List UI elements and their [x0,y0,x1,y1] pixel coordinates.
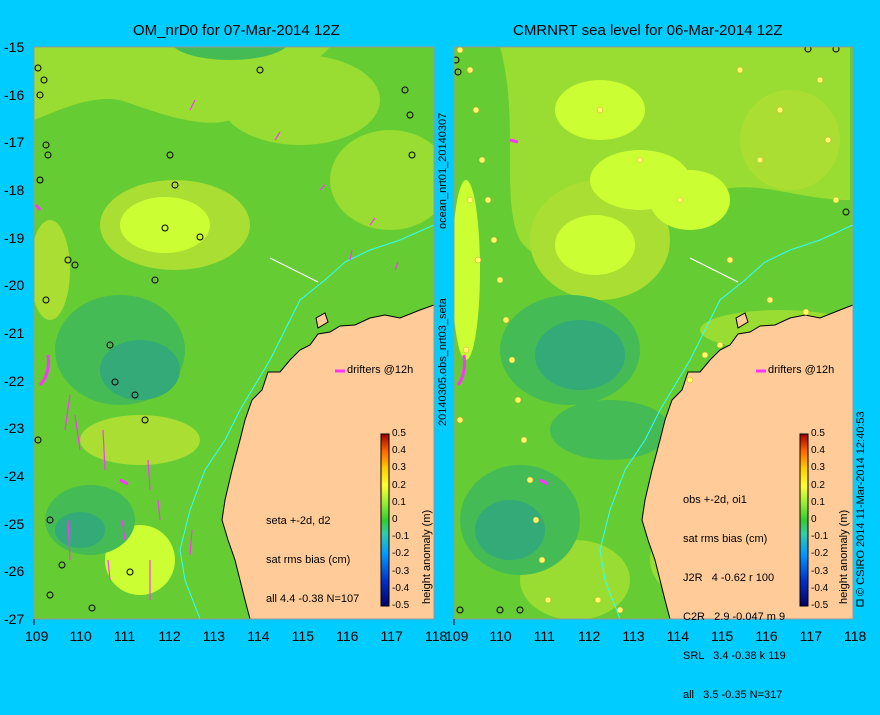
left-legend-line: seta +-2d, d2 [266,515,331,527]
colorbar-tick-label: -0.2 [392,548,410,560]
lat-tick-label: -21 [4,325,25,341]
credit-box-icon [856,599,864,607]
right-drifter-track [456,354,466,386]
right-barrow-island [735,312,749,329]
lon-tick-label: 114 [247,628,270,644]
right-legend-line: C2R 2.9 -0.047 m 9 [683,611,786,623]
lon-tick-label: 110 [489,628,512,644]
credit-text: © CSIRO 2014 11-Mar-2014 12:40:53 [855,411,867,596]
right-low-anomaly [535,320,625,390]
lon-tick-label: 112 [578,628,601,644]
colorbar-tick-label: 0.5 [811,428,825,439]
lon-tick-label: 111 [113,628,136,644]
colorbar-tick-label: -0.5 [811,600,829,611]
lat-tick-label: -16 [4,86,25,103]
left-stats-legend: seta +-2d, d2 sat rms bias (cm) all 4.4 … [266,489,359,619]
lat-tick-label: -22 [4,372,25,389]
lon-tick-label: 110 [69,628,92,644]
left-barrow-island [315,312,329,329]
colorbar-tick-label: -0.4 [811,582,829,594]
lat-tick-label: -15 [4,39,25,55]
colorbar-tick-label: 0.2 [392,479,406,491]
left-legend-line: all 4.4 -0.38 N=107 [266,593,360,605]
colorbar-tick-label: 0.3 [392,462,406,474]
colorbar-tick-label: -0.4 [392,582,410,594]
colorbar-tick-label: -0.3 [811,565,829,577]
lon-tick-label: 116 [336,628,359,644]
colorbar-tick-label: 0.1 [811,496,825,508]
lat-tick-label: -25 [4,515,25,532]
right-map [454,47,853,619]
colorbar-tick-label: 0.4 [811,445,825,457]
left-low-anomaly [100,340,180,400]
colorbar-tick-label: -0.1 [392,531,410,543]
right-stats-legend: obs +-2d, oi1 sat rms bias (cm) J2R 4 -0… [683,468,786,715]
left-legend-line: sat rms bias (cm) [266,554,351,566]
model-run-label: ocean_nrt01_20140307 [437,112,449,229]
lon-tick-label: 109 [25,628,49,644]
lon-tick-label: 113 [622,628,645,644]
obs-run-label: 20140305.obs_nrt03_seta [437,298,449,426]
right-obs-markers [456,47,840,614]
left-drifters-label: drifters @12h [347,364,414,376]
lat-tick-label: -19 [4,229,25,246]
lon-tick-label: 117 [799,628,822,644]
left-velocity-arrows [64,99,399,600]
lon-tick-label: 112 [158,628,181,644]
lat-tick-label: -18 [4,182,25,198]
lon-tick-label: 117 [380,628,403,644]
colorbar-tick-label: -0.3 [392,565,410,577]
colorbar-tick-label: -0.1 [811,531,829,543]
right-legend-line: J2R 4 -0.62 r 100 [683,572,775,584]
lon-tick-label: 115 [291,628,314,644]
colorbar-tick-label: 0 [811,514,817,525]
maps-canvas [33,46,864,625]
lon-tick-label: 118 [844,628,867,644]
lon-tick-label: 111 [533,628,555,644]
left-colorbar [380,433,390,607]
colorbar-tick-label: -0.5 [392,600,410,611]
lat-tick-label: -24 [4,468,25,484]
right-map-title: CMRNRT sea level for 06-Mar-2014 12Z [513,22,783,39]
right-legend-line: sat rms bias (cm) [683,533,768,545]
colorbar-tick-label: 0.5 [392,428,406,439]
right-legend-line: SRL 3.4 -0.38 k 119 [683,650,786,662]
colorbar-tick-label: 0.3 [811,462,825,474]
right-legend-line: obs +-2d, oi1 [683,494,747,506]
lat-tick-label: -23 [4,420,25,437]
lat-tick-label: -27 [4,611,25,627]
left-drifter-track [38,354,50,387]
right-colorbar-title: height anomaly (m) [838,509,850,604]
colorbar-tick-label: 0.1 [392,496,406,508]
left-map-frame [33,46,435,620]
colorbar-tick-label: -0.2 [811,548,829,560]
right-drifters-label: drifters @12h [768,364,835,376]
lon-tick-label: 118 [425,628,448,644]
lat-tick-label: -20 [4,277,25,294]
left-obs-markers [34,64,416,612]
right-colorbar [799,433,809,607]
colorbar-tick-label: 0.4 [392,445,406,457]
right-map-frame [453,46,854,620]
colorbar-tick-label: 0.2 [811,479,825,491]
lon-tick-label: 116 [755,628,778,644]
lon-tick-label: 113 [202,628,226,644]
colorbar-tick-label: 0 [392,514,398,525]
lat-tick-label: -26 [4,563,25,580]
axis-ticks [33,619,455,625]
right-legend-line: all 3.5 -0.35 N=317 [683,689,783,701]
left-map-title: OM_nrD0 for 07-Mar-2014 12Z [133,22,340,39]
lat-tick-label: -17 [4,134,25,151]
left-colorbar-title: height anomaly (m) [421,509,433,604]
lon-tick-label: 109 [445,628,469,644]
lon-tick-label: 114 [666,628,689,644]
lon-tick-label: 115 [711,628,734,644]
right-high-anomaly [555,215,635,275]
